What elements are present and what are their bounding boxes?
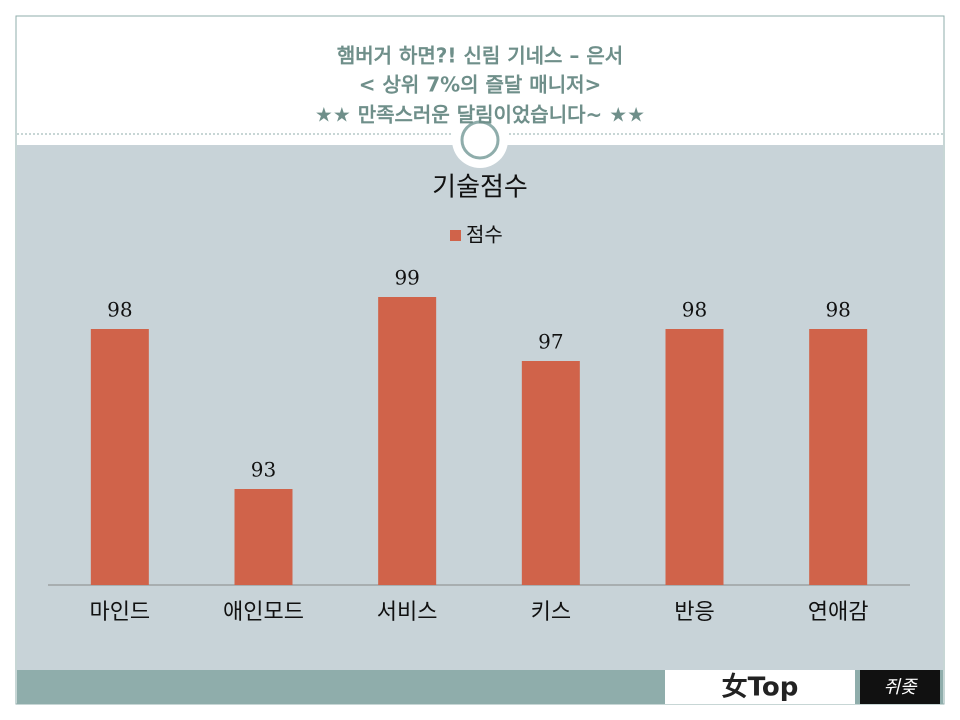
x-tick-label: 애인모드	[223, 600, 304, 625]
content-background	[17, 145, 943, 670]
bar	[665, 329, 724, 585]
logo-box	[860, 670, 940, 704]
legend-swatch	[450, 230, 461, 241]
header-line: < 상위 7%의 즐달 매니저>	[359, 73, 602, 97]
bar	[90, 329, 149, 585]
x-tick-label: 키스	[531, 600, 571, 625]
divider-ring	[460, 120, 500, 160]
bar	[809, 329, 868, 585]
x-tick-label: 연애감	[808, 600, 869, 625]
legend-label: 점수	[466, 223, 503, 247]
bar	[234, 489, 293, 585]
value-label: 97	[538, 330, 563, 354]
value-label: 99	[394, 266, 419, 290]
bar	[521, 361, 580, 585]
value-label: 98	[682, 298, 707, 322]
logo: 쥐좆	[883, 677, 918, 698]
x-tick-label: 마인드	[89, 600, 150, 625]
value-label: 93	[251, 458, 276, 482]
divider-circle	[452, 112, 508, 168]
x-tick-label: 반응	[674, 600, 714, 625]
header-line: ★★ 만족스러운 달림이었습니다~ ★★	[315, 103, 645, 127]
chart-title: 기술점수	[432, 173, 528, 203]
x-tick-label: 서비스	[377, 600, 438, 625]
value-label: 98	[825, 298, 850, 322]
header-line: 햄버거 하면?! 신림 기네스 – 은서	[337, 44, 623, 68]
bar	[378, 297, 437, 585]
logo: 女Top	[722, 672, 799, 703]
logo-box	[665, 670, 855, 704]
value-label: 98	[107, 298, 132, 322]
